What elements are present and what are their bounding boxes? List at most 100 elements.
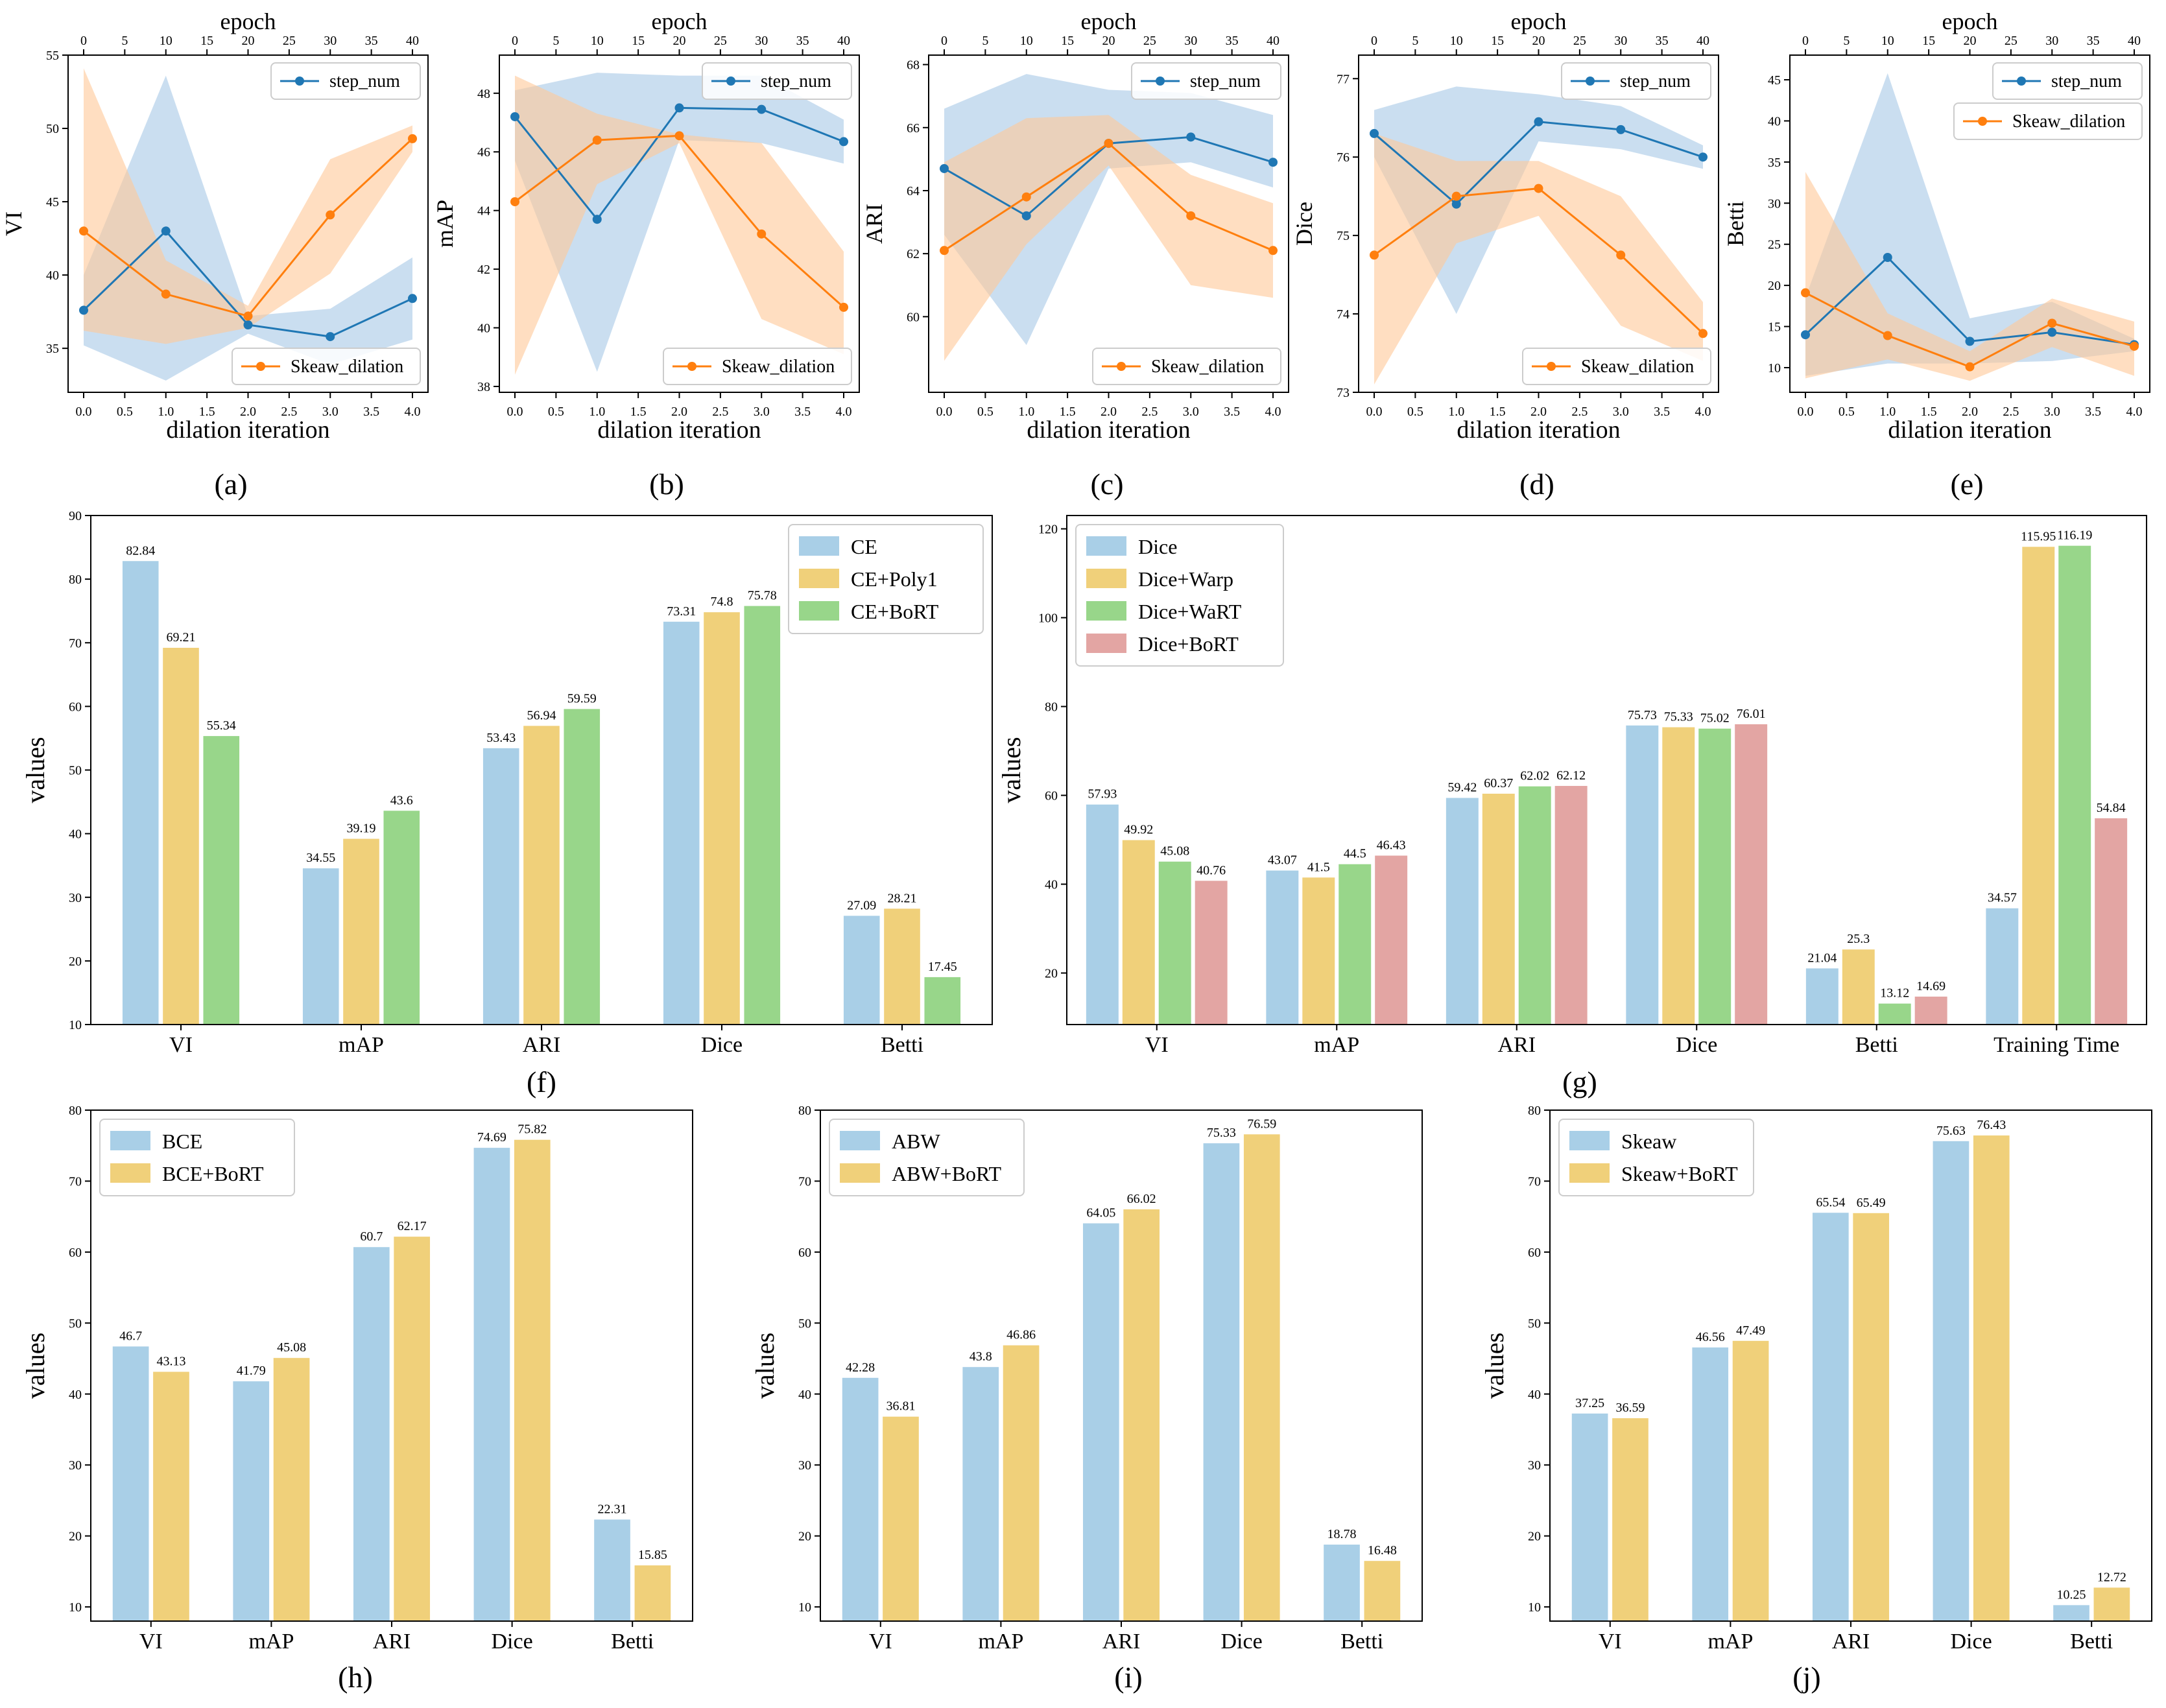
x-tick-label: 1.5 — [1490, 405, 1506, 419]
bar-chart-i: 42.28 43.8 64.05 75.33 18.78 36.81 46.86 66.02 7… — [750, 1104, 1423, 1654]
x-tick-label: 4.0 — [405, 405, 421, 419]
x-tick-label: 4.0 — [836, 405, 852, 419]
legend-step_num: step_num — [1561, 62, 1711, 100]
category-label: Training Time — [1993, 1033, 2119, 1057]
bar-CE+BoRT-Dice — [744, 606, 781, 1025]
legend-marker — [295, 77, 304, 86]
data-point-Skeaw_dilation — [510, 197, 519, 207]
legend-box — [270, 62, 421, 100]
y-tick-label: 62 — [907, 247, 920, 261]
y-tick-label: 73 — [1337, 386, 1350, 400]
y-tick-label: 90 — [69, 509, 82, 523]
top-tick-label: 5 — [1412, 34, 1418, 48]
legend-swatch-CE+BoRT — [799, 601, 839, 621]
legend-label: step_num — [1620, 71, 1691, 91]
data-point-Skeaw_dilation — [243, 311, 253, 321]
y-tick-label: 60 — [1528, 1246, 1541, 1260]
category-label: Dice — [492, 1630, 533, 1654]
x-tick-label: 0.0 — [1798, 405, 1814, 419]
x-tick-label: 4.0 — [1695, 405, 1711, 419]
bar-value-label: 41.79 — [237, 1364, 266, 1378]
bar-value-label: 18.78 — [1327, 1527, 1357, 1541]
top-tick-label: 25 — [2005, 34, 2017, 48]
data-point-Skeaw_dilation — [1268, 246, 1278, 255]
bar-value-label: 116.19 — [2057, 528, 2092, 543]
x-tick-label: 2.5 — [1141, 405, 1158, 419]
bar-chart-f: 82.84 34.55 53.43 73.31 27.09 69.21 39.19 56.94… — [21, 509, 993, 1057]
bar-Dice+WaRT-Training Time — [2058, 545, 2091, 1025]
panel-caption-h: (h) — [338, 1661, 373, 1694]
y-tick-label: 80 — [69, 1104, 82, 1118]
legend-label: Skeaw_dilation — [291, 357, 403, 377]
bar-value-label: 34.55 — [306, 851, 335, 865]
data-point-Skeaw_dilation — [839, 302, 848, 312]
y-axis-label: values — [997, 737, 1026, 803]
data-point-Skeaw_dilation — [1801, 288, 1810, 298]
y-tick-label: 66 — [907, 121, 920, 136]
data-point-step_num — [1965, 337, 1975, 346]
legend-Skeaw_dilation: Skeaw_dilation — [663, 348, 852, 385]
bar-Dice+Warp-ARI — [1482, 794, 1515, 1025]
top-tick-label: 20 — [1102, 34, 1115, 48]
bar-BCE+BoRT-Dice — [514, 1139, 551, 1621]
y-tick-label: 30 — [1768, 196, 1781, 211]
top-tick-label: 5 — [1843, 34, 1850, 48]
y-tick-label: 30 — [798, 1458, 811, 1473]
bar-value-label: 75.82 — [518, 1122, 547, 1137]
panel-caption-d: (d) — [1519, 468, 1554, 501]
y-tick-label: 10 — [1528, 1600, 1541, 1615]
bar-value-label: 56.94 — [527, 708, 556, 722]
top-tick-label: 10 — [591, 34, 604, 48]
y-axis-label: VI — [1, 211, 27, 236]
bar-Dice-ARI — [1446, 798, 1479, 1025]
legend-label: CE — [851, 535, 877, 558]
x-tick-label: 3.0 — [322, 405, 339, 419]
bar-Dice+Warp-Betti — [1842, 949, 1875, 1025]
legend-box — [1092, 348, 1281, 385]
bar-Skeaw-Betti — [2053, 1605, 2089, 1621]
bar-Skeaw-Dice — [1933, 1141, 1970, 1621]
y-tick-label: 20 — [798, 1530, 811, 1544]
y-tick-label: 42 — [477, 263, 490, 277]
data-point-step_num — [326, 332, 335, 342]
x-tick-label: 1.5 — [1921, 405, 1937, 419]
y-tick-label: 35 — [46, 342, 59, 356]
legend-swatch-Dice — [1086, 536, 1126, 556]
legend-Skeaw_dilation: Skeaw_dilation — [1522, 348, 1711, 385]
data-point-Skeaw_dilation — [2130, 341, 2139, 351]
x-tick-label: 4.0 — [1265, 405, 1281, 419]
legend-swatch-Skeaw — [1569, 1131, 1610, 1150]
bar-value-label: 75.73 — [1628, 708, 1657, 722]
y-tick-label: 60 — [798, 1246, 811, 1260]
top-tick-label: 35 — [1656, 34, 1669, 48]
y-tick-label: 20 — [69, 955, 82, 969]
bar-CE+Poly1-mAP — [343, 838, 379, 1025]
category-label: Betti — [2070, 1630, 2113, 1654]
y-tick-label: 10 — [798, 1600, 811, 1615]
top-tick-label: 40 — [837, 34, 850, 48]
legend-swatch-Dice+BoRT — [1086, 634, 1126, 653]
x-tick-label: 3.5 — [2085, 405, 2101, 419]
bar-value-label: 53.43 — [486, 731, 516, 745]
category-label: Dice — [1676, 1033, 1717, 1057]
bar-value-label: 43.8 — [970, 1349, 992, 1364]
bar-Dice+WaRT-VI — [1158, 861, 1191, 1025]
data-point-step_num — [161, 226, 171, 236]
y-tick-label: 10 — [1768, 361, 1781, 375]
top-tick-label: 40 — [406, 34, 419, 48]
x-tick-label: 1.5 — [630, 405, 647, 419]
bar-value-label: 65.49 — [1857, 1196, 1886, 1210]
bar-ABW+BoRT-ARI — [1123, 1209, 1160, 1621]
data-point-Skeaw_dilation — [1451, 191, 1461, 201]
bar-CE+Poly1-Betti — [884, 908, 920, 1025]
bar-Dice+BoRT-ARI — [1554, 786, 1588, 1025]
panel-caption-f: (f) — [527, 1065, 556, 1098]
line-chart-d: 0.0 0.5 1.0 1.5 2.0 2.5 3.0 3.5 4.0 0 5 10 15 20 25 30 3… — [1291, 8, 1719, 444]
bar-CE-ARI — [482, 748, 519, 1025]
category-label: ARI — [1497, 1033, 1536, 1057]
top-tick-label: 15 — [1061, 34, 1074, 48]
y-tick-label: 64 — [907, 184, 920, 198]
panel-caption-a: (a) — [214, 468, 247, 501]
y-tick-label: 10 — [69, 1600, 82, 1615]
bar-Dice-mAP — [1266, 870, 1299, 1025]
